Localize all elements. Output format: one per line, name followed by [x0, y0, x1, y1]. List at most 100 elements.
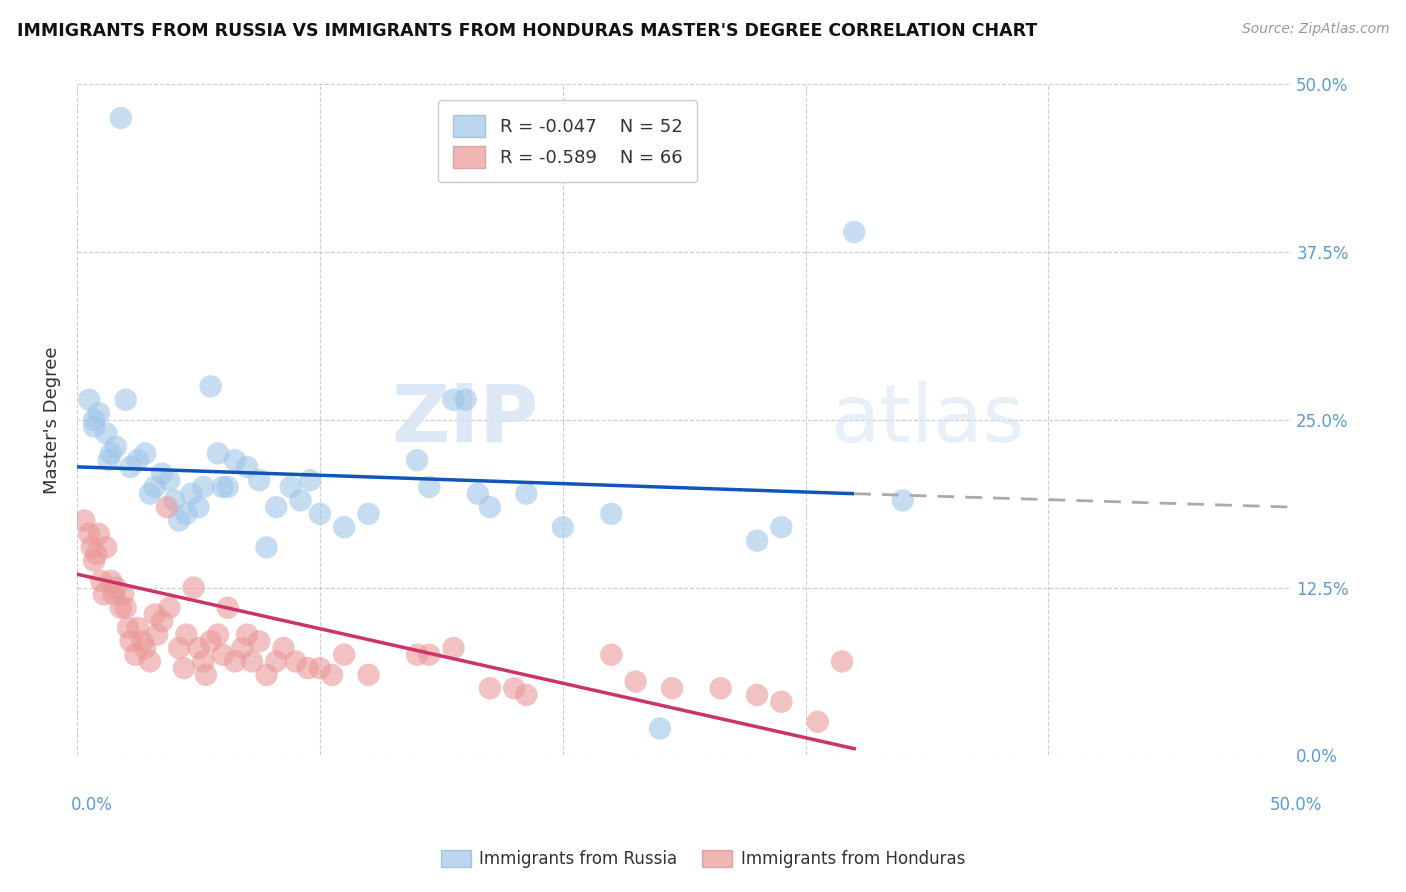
- Point: [551, 520, 574, 534]
- Point: [83, 419, 105, 434]
- Point: [143, 607, 166, 622]
- Point: [299, 473, 322, 487]
- Point: [139, 486, 162, 500]
- Y-axis label: Master's Degree: Master's Degree: [44, 346, 60, 493]
- Point: [240, 655, 263, 669]
- Point: [745, 533, 768, 548]
- Point: [163, 493, 186, 508]
- Point: [200, 379, 222, 393]
- Point: [624, 674, 647, 689]
- Point: [134, 640, 156, 655]
- Point: [224, 655, 246, 669]
- Point: [127, 621, 149, 635]
- Point: [77, 527, 100, 541]
- Point: [256, 541, 278, 555]
- Point: [167, 514, 190, 528]
- Point: [193, 480, 215, 494]
- Text: ZIP: ZIP: [391, 381, 538, 458]
- Point: [280, 480, 302, 494]
- Point: [100, 446, 122, 460]
- Point: [418, 480, 440, 494]
- Point: [770, 520, 793, 534]
- Point: [97, 453, 120, 467]
- Point: [454, 392, 477, 407]
- Point: [600, 648, 623, 662]
- Point: [503, 681, 526, 696]
- Point: [193, 655, 215, 669]
- Point: [290, 493, 312, 508]
- Point: [467, 486, 489, 500]
- Point: [139, 655, 162, 669]
- Point: [236, 627, 259, 641]
- Point: [143, 480, 166, 494]
- Point: [515, 688, 537, 702]
- Point: [231, 640, 253, 655]
- Point: [831, 655, 853, 669]
- Point: [217, 480, 239, 494]
- Point: [247, 473, 270, 487]
- Point: [333, 648, 356, 662]
- Point: [309, 661, 332, 675]
- Point: [173, 661, 195, 675]
- Point: [134, 446, 156, 460]
- Point: [478, 681, 501, 696]
- Point: [357, 668, 380, 682]
- Text: 0.0%: 0.0%: [72, 796, 112, 814]
- Point: [83, 554, 105, 568]
- Point: [194, 668, 217, 682]
- Point: [86, 547, 108, 561]
- Point: [131, 634, 153, 648]
- Text: IMMIGRANTS FROM RUSSIA VS IMMIGRANTS FROM HONDURAS MASTER'S DEGREE CORRELATION C: IMMIGRANTS FROM RUSSIA VS IMMIGRANTS FRO…: [17, 22, 1038, 40]
- Point: [183, 581, 205, 595]
- Point: [100, 574, 122, 588]
- Point: [114, 392, 136, 407]
- Point: [256, 668, 278, 682]
- Point: [357, 507, 380, 521]
- Point: [406, 648, 429, 662]
- Point: [176, 627, 198, 641]
- Point: [104, 440, 127, 454]
- Point: [150, 467, 173, 481]
- Point: [112, 587, 135, 601]
- Point: [77, 392, 100, 407]
- Point: [176, 507, 198, 521]
- Text: 50.0%: 50.0%: [1270, 796, 1322, 814]
- Point: [87, 527, 110, 541]
- Point: [891, 493, 914, 508]
- Point: [247, 634, 270, 648]
- Text: Source: ZipAtlas.com: Source: ZipAtlas.com: [1241, 22, 1389, 37]
- Point: [83, 413, 105, 427]
- Point: [710, 681, 733, 696]
- Point: [224, 453, 246, 467]
- Point: [600, 507, 623, 521]
- Point: [406, 453, 429, 467]
- Point: [211, 480, 233, 494]
- Legend: R = -0.047    N = 52, R = -0.589    N = 66: R = -0.047 N = 52, R = -0.589 N = 66: [439, 100, 697, 182]
- Point: [110, 111, 132, 125]
- Point: [117, 621, 139, 635]
- Point: [478, 500, 501, 515]
- Point: [187, 640, 209, 655]
- Point: [297, 661, 319, 675]
- Point: [180, 486, 202, 500]
- Point: [96, 426, 118, 441]
- Point: [236, 459, 259, 474]
- Point: [157, 600, 180, 615]
- Point: [661, 681, 683, 696]
- Point: [87, 406, 110, 420]
- Point: [156, 500, 179, 515]
- Point: [96, 541, 118, 555]
- Point: [103, 587, 125, 601]
- Point: [321, 668, 343, 682]
- Point: [73, 514, 96, 528]
- Point: [120, 634, 142, 648]
- Point: [207, 446, 229, 460]
- Point: [104, 581, 127, 595]
- Point: [187, 500, 209, 515]
- Point: [264, 655, 287, 669]
- Point: [770, 695, 793, 709]
- Point: [124, 648, 146, 662]
- Point: [418, 648, 440, 662]
- Text: atlas: atlas: [830, 381, 1025, 458]
- Point: [167, 640, 190, 655]
